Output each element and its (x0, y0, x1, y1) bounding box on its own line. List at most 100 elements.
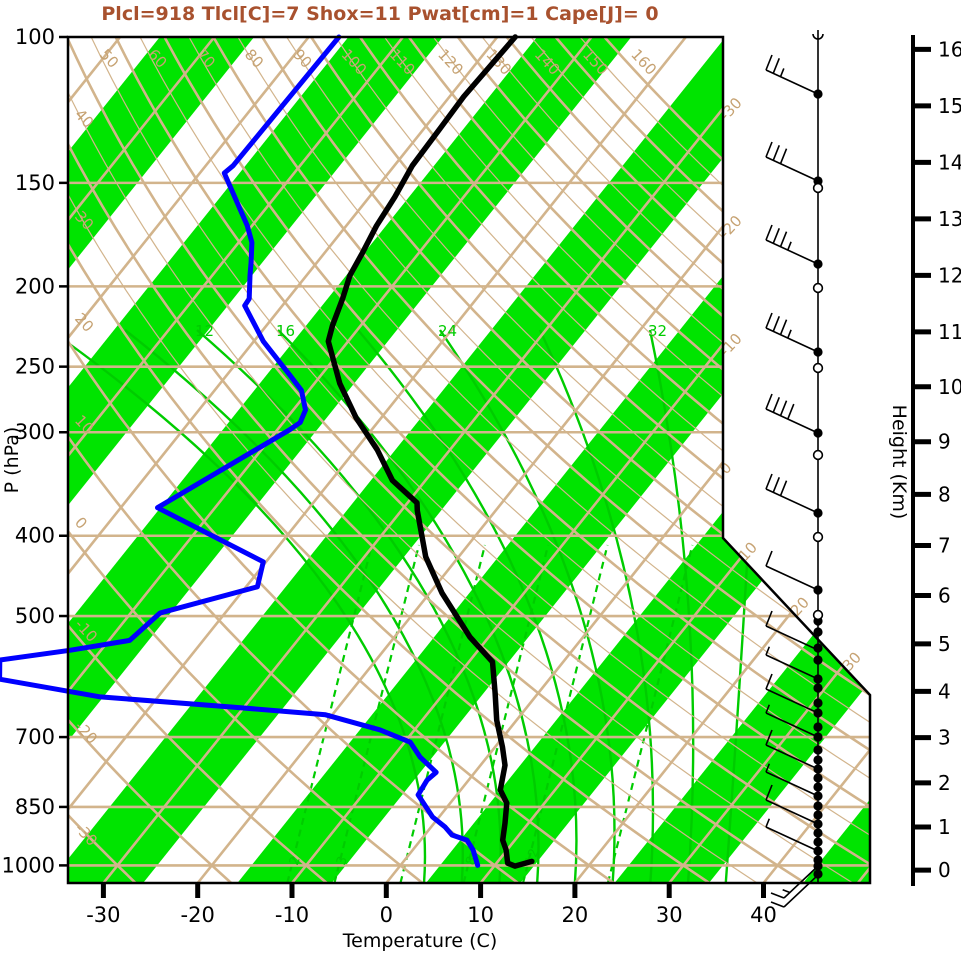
wind-level-dot (813, 782, 823, 792)
moist-adiabat-line (68, 329, 427, 883)
temperature-tick-label: 0 (380, 903, 393, 927)
pressure-tick-label: 300 (15, 420, 55, 444)
isotherm-line (68, 37, 687, 883)
wind-level-dot (813, 643, 823, 653)
isotherm-line (68, 37, 405, 883)
pressure-tick-label: 100 (15, 25, 55, 49)
wind-barb-icon (765, 818, 819, 852)
plot-border (66, 35, 872, 885)
wind-level-dot (813, 89, 823, 99)
wind-level-dot (813, 627, 823, 637)
pressure-tick-label: 200 (15, 274, 55, 298)
wind-barb-icon (765, 550, 819, 591)
dry-adiabat-line (68, 37, 806, 883)
mixing-ratio-line (462, 544, 550, 883)
green-stripe (68, 37, 632, 883)
temperature-tick-label: 10 (467, 903, 494, 927)
dry-adiabat-thin-line (90, 37, 870, 883)
wind-barb-icon (765, 473, 819, 514)
height-tick-label: 9 (938, 430, 951, 454)
moist-adiabat-label: 32 (648, 322, 667, 340)
wind-level-dot (813, 791, 823, 801)
dry-adiabat-line (261, 37, 870, 883)
dewpoint-curve (0, 34, 481, 868)
wind-level-dot (813, 508, 823, 518)
wind-level-dot (813, 819, 823, 829)
pressure-axis-title: P (hPa) (1, 427, 23, 494)
wind-level-open-circle (812, 182, 824, 194)
temperature-tick-label: -30 (86, 903, 120, 927)
wind-barb-icon (765, 646, 819, 680)
wind-barb-icon (765, 729, 819, 770)
isotherm-line (68, 37, 499, 883)
height-tick-label: 10 (938, 375, 961, 399)
height-axis-title: Height (Km) (888, 405, 910, 520)
dry-adiabat-line (163, 37, 870, 883)
height-tick-label: 12 (938, 263, 961, 287)
dry-adiabat-line (114, 37, 870, 883)
wind-level-dot (813, 259, 823, 269)
pressure-tick-label: 850 (15, 795, 55, 819)
wind-barb-icon (765, 312, 819, 353)
temperature-tick-label: -20 (181, 903, 215, 927)
wind-level-dot (813, 585, 823, 595)
wind-level-dot (813, 655, 823, 665)
wind-level-dot (813, 846, 823, 856)
wind-level-open-circle (812, 609, 824, 621)
temperature-axis-title: Temperature (C) (342, 930, 498, 952)
wind-barb-icon (765, 704, 819, 738)
dry-adiabat-line (212, 37, 870, 883)
dry-adiabat-label: 0 (71, 513, 91, 532)
wind-barb-icon (765, 54, 819, 95)
pressure-tick-label: 700 (15, 725, 55, 749)
wind-level-dot (813, 745, 823, 755)
height-tick-label: 1 (938, 815, 951, 839)
height-tick-label: 11 (938, 320, 961, 344)
dry-adiabat-line (68, 37, 615, 883)
dry-adiabat-line (310, 37, 870, 883)
wind-level-open-circle (812, 449, 824, 461)
temperature-curve (325, 34, 535, 869)
dry-adiabat-label: 20 (71, 309, 97, 335)
dry-adiabat-thin-line (432, 37, 870, 883)
isotherm-label: -20 (716, 212, 746, 242)
height-tick-label: 14 (938, 150, 961, 174)
dry-adiabat-line (456, 37, 870, 883)
dry-adiabat-thin-line (481, 37, 870, 883)
wind-level-dot (813, 869, 823, 879)
green-stripe (614, 37, 870, 883)
calm-semicircle-icon (812, 33, 824, 40)
height-tick-label: 3 (938, 726, 951, 750)
mixing-ratio-line (399, 544, 487, 883)
temperature-tick-label: 40 (750, 903, 777, 927)
moist-adiabat-line (196, 329, 502, 883)
wind-barb-icon (765, 141, 819, 182)
pressure-tick-label: 150 (15, 171, 55, 195)
wind-level-dot (813, 773, 823, 783)
isotherm-line (668, 37, 870, 883)
dry-adiabat-thin-line (237, 37, 870, 883)
isotherm-line (102, 37, 782, 883)
wind-level-dot (813, 347, 823, 357)
moist-adiabat-label: 16 (276, 322, 295, 340)
dry-adiabat-line (68, 37, 519, 883)
height-tick-label: 7 (938, 534, 951, 558)
wind-level-open-circle (812, 362, 824, 374)
wind-barb-icon (765, 610, 819, 651)
wind-barb-icon (765, 224, 819, 265)
pressure-tick-label: 1000 (2, 853, 55, 877)
temperature-tick-label: -10 (275, 903, 309, 927)
height-tick-label: 15 (938, 94, 961, 118)
dry-adiabat-line (68, 37, 328, 883)
wind-level-dot (813, 861, 823, 871)
height-tick-label: 0 (938, 858, 951, 882)
wind-level-dot (813, 722, 823, 732)
wind-barb-column (765, 30, 824, 908)
wind-barb-icon (770, 865, 819, 899)
wind-level-dot (813, 764, 823, 774)
height-tick-label: 16 (938, 37, 961, 61)
moist-adiabat-label: 12 (195, 322, 214, 340)
height-tick-label: 4 (938, 679, 951, 703)
